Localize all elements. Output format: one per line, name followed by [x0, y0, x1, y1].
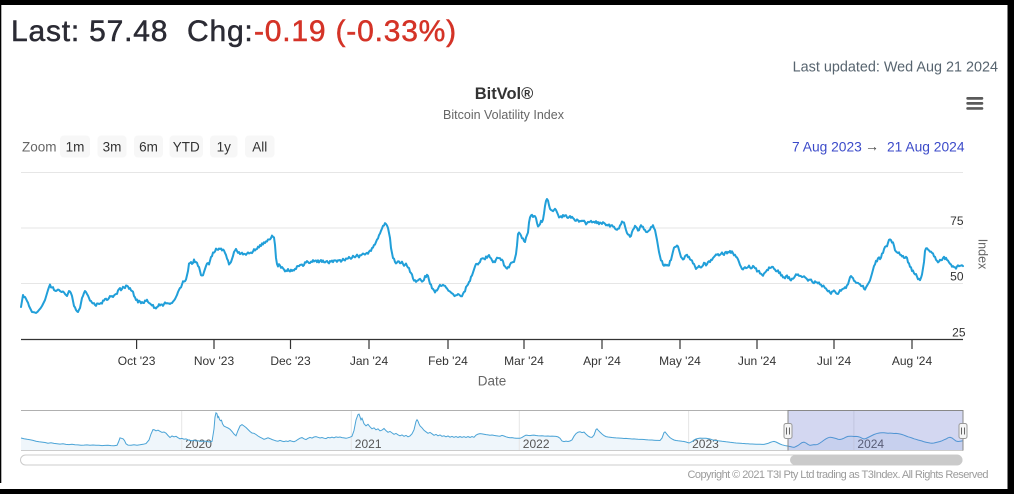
svg-text:Mar '24: Mar '24 — [504, 354, 544, 368]
svg-text:BitVol®: BitVol® — [475, 85, 534, 103]
svg-text:21 Aug 2024: 21 Aug 2024 — [887, 140, 965, 155]
svg-text:Feb '24: Feb '24 — [428, 354, 468, 368]
svg-text:-0.19 (-0.33%): -0.19 (-0.33%) — [254, 15, 457, 48]
svg-text:25: 25 — [952, 326, 966, 340]
svg-text:Index: Index — [976, 239, 990, 270]
svg-text:Jun '24: Jun '24 — [738, 354, 777, 368]
svg-text:Copyright © 2021 T3I Pty Ltd t: Copyright © 2021 T3I Pty Ltd trading as … — [688, 469, 989, 481]
svg-text:→: → — [865, 138, 879, 154]
svg-text:All: All — [252, 140, 267, 155]
svg-text:Date: Date — [478, 374, 507, 389]
svg-text:Last: 57.48: Last: 57.48 — [11, 15, 168, 48]
svg-text:Oct '23: Oct '23 — [118, 354, 156, 368]
svg-text:Apr '24: Apr '24 — [583, 354, 621, 368]
svg-text:50: 50 — [950, 270, 964, 284]
svg-text:Dec '23: Dec '23 — [270, 354, 311, 368]
svg-text:Aug '24: Aug '24 — [892, 354, 933, 368]
svg-text:1m: 1m — [66, 140, 85, 155]
svg-text:6m: 6m — [139, 140, 158, 155]
svg-text:YTD: YTD — [173, 140, 200, 155]
svg-text:2020: 2020 — [185, 437, 212, 451]
svg-text:2022: 2022 — [523, 437, 550, 451]
svg-text:Zoom: Zoom — [22, 140, 57, 155]
svg-text:Jul '24: Jul '24 — [817, 354, 852, 368]
svg-text:75: 75 — [950, 214, 964, 228]
svg-text:2021: 2021 — [355, 437, 382, 451]
svg-text:1y: 1y — [217, 140, 232, 155]
svg-text:Last updated: Wed Aug 21 2024: Last updated: Wed Aug 21 2024 — [793, 60, 998, 76]
svg-text:May '24: May '24 — [659, 354, 701, 368]
svg-text:Bitcoin Volatility Index: Bitcoin Volatility Index — [443, 108, 565, 122]
svg-text:3m: 3m — [103, 140, 122, 155]
svg-text:Chg:: Chg: — [187, 15, 254, 48]
svg-text:Nov '23: Nov '23 — [194, 354, 235, 368]
svg-text:Jan '24: Jan '24 — [350, 354, 389, 368]
svg-text:7 Aug 2023: 7 Aug 2023 — [792, 140, 862, 155]
